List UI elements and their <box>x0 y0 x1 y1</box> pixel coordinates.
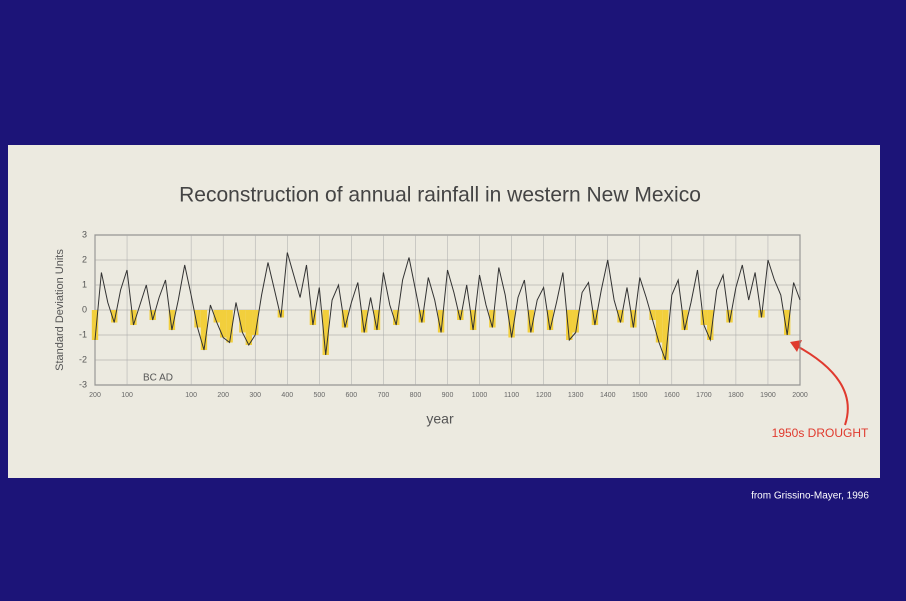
x-tick-label: 100 <box>121 392 133 399</box>
y-tick-label: 2 <box>82 254 87 264</box>
x-tick-label: 1700 <box>696 392 712 399</box>
x-axis-label: year <box>426 411 454 427</box>
x-tick-label: 1200 <box>536 392 552 399</box>
x-tick-label: 1100 <box>504 392 519 399</box>
x-tick-label: 400 <box>281 392 293 399</box>
x-tick-label: 1000 <box>472 392 488 399</box>
y-tick-label: -1 <box>79 329 87 339</box>
era-label: BC AD <box>143 373 173 384</box>
y-tick-label: 1 <box>82 279 87 289</box>
x-tick-label: 1500 <box>632 392 648 399</box>
chart-title: Reconstruction of annual rainfall in wes… <box>179 184 701 207</box>
deficit-fill <box>201 310 207 350</box>
annotation: 1950s DROUGHT <box>772 426 869 440</box>
y-tick-label: 0 <box>82 304 87 314</box>
x-tick-label: 1600 <box>664 392 680 399</box>
y-axis-label: Standard Deviation Units <box>54 249 66 371</box>
y-tick-label: -3 <box>79 379 87 389</box>
x-tick-label: 500 <box>313 392 325 399</box>
x-tick-label: 1900 <box>760 392 776 399</box>
x-tick-label: 200 <box>217 392 229 399</box>
x-tick-label: 200 <box>89 392 101 399</box>
x-tick-label: 1300 <box>568 392 584 399</box>
x-tick-label: 2000 <box>792 392 808 399</box>
x-tick-label: 800 <box>410 392 422 399</box>
x-tick-label: 300 <box>249 392 261 399</box>
x-tick-label: 700 <box>378 392 390 399</box>
x-tick-label: 1400 <box>600 392 616 399</box>
x-tick-label: 1800 <box>728 392 744 399</box>
x-tick-label: 100 <box>185 392 197 399</box>
credit: from Grissino-Mayer, 1996 <box>751 491 869 502</box>
y-tick-label: -2 <box>79 354 87 364</box>
deficit-fill <box>656 310 662 343</box>
y-tick-label: 3 <box>82 229 87 239</box>
x-tick-label: 900 <box>442 392 454 399</box>
slide: Reconstruction of annual rainfall in wes… <box>0 0 906 601</box>
x-tick-label: 600 <box>346 392 358 399</box>
page: Reconstruction of annual rainfall in wes… <box>0 0 906 601</box>
